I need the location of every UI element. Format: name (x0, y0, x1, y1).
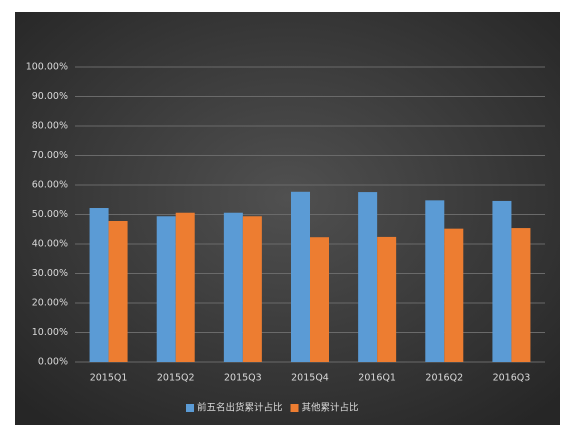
legend-label: 前五名出货累计占比 (197, 402, 283, 414)
bar (310, 237, 329, 362)
x-tick-label: 2016Q1 (358, 373, 396, 384)
legend-swatch (186, 404, 194, 412)
bar (358, 192, 378, 362)
bar (89, 208, 109, 362)
y-tick-label: 30.00% (32, 268, 68, 279)
bar (108, 220, 128, 362)
x-tick-label: 2016Q3 (493, 373, 531, 384)
bar (492, 200, 512, 362)
bar (175, 212, 195, 362)
y-tick-label: 70.00% (32, 150, 68, 161)
bar (377, 236, 397, 362)
bar (223, 212, 243, 362)
bar (242, 216, 262, 362)
x-tick-label: 2015Q1 (90, 373, 128, 384)
y-tick-label: 0.00% (38, 357, 68, 368)
y-tick-label: 60.00% (32, 180, 68, 191)
y-tick-label: 80.00% (32, 121, 68, 132)
bar (425, 200, 445, 362)
bar (156, 216, 176, 362)
x-tick-label: 2015Q2 (157, 373, 195, 384)
y-tick-label: 100.00% (26, 62, 68, 73)
x-tick-label: 2015Q4 (291, 373, 329, 384)
bar (444, 228, 464, 362)
y-tick-label: 40.00% (32, 239, 68, 250)
bar (511, 228, 531, 362)
bar (291, 191, 310, 362)
y-tick-label: 90.00% (32, 91, 68, 102)
y-tick-label: 10.00% (32, 327, 68, 338)
legend-label: 其他累计占比 (302, 402, 359, 414)
x-tick-label: 2015Q3 (224, 373, 262, 384)
legend-swatch (290, 404, 299, 412)
y-tick-label: 20.00% (32, 298, 68, 309)
x-tick-label: 2016Q2 (425, 373, 463, 384)
y-tick-label: 50.00% (32, 209, 68, 220)
